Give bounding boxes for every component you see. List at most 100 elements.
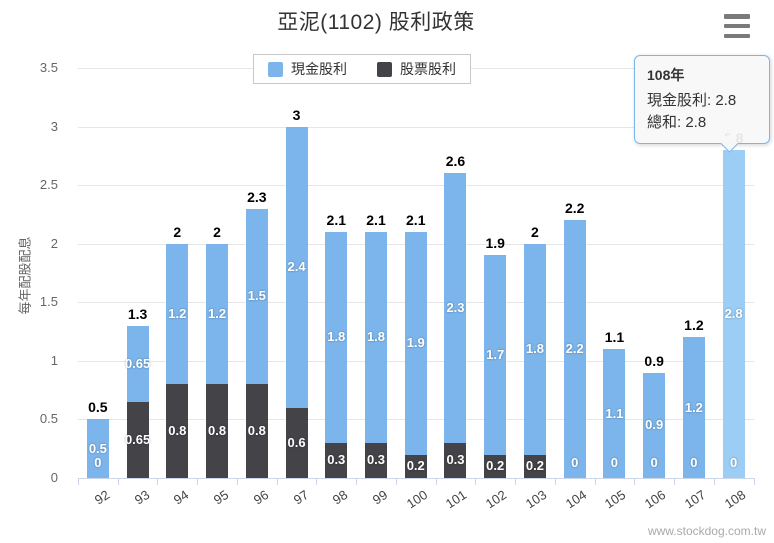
x-axis-tick [435, 478, 437, 485]
bar-segment-cash-92[interactable] [86, 419, 109, 478]
bar-total-label: 1.1 [604, 329, 625, 346]
x-axis-tick [713, 478, 715, 485]
bar-segment-cash-94[interactable] [166, 243, 189, 385]
bar-segment-cash-99[interactable] [365, 232, 387, 443]
bar-total-label: 2 [213, 223, 221, 240]
bar-segment-stock-100[interactable] [404, 454, 427, 478]
bar-total-label: 1.3 [127, 305, 148, 322]
bar-segment-cash-106[interactable] [643, 372, 666, 478]
x-axis-tick [78, 478, 79, 485]
bar-cash-value-label: 1.7 [486, 347, 505, 362]
x-axis-label: 94 [171, 487, 192, 508]
cash-dividend-swatch-icon [268, 61, 283, 77]
bar-cash-value-label: 1.8 [366, 329, 386, 345]
bar-segment-stock-94[interactable] [166, 384, 189, 478]
x-axis-label: 101 [443, 487, 470, 512]
y-axis-label: 3.5 [39, 60, 58, 75]
bar-stock-value-label: 0.2 [486, 458, 505, 474]
y-axis-label: 0 [50, 470, 58, 485]
bar-segment-cash-97[interactable] [285, 126, 308, 408]
bar-segment-cash-107[interactable] [682, 337, 705, 478]
hamburger-menu-icon[interactable] [724, 13, 752, 39]
bar-segment-cash-100[interactable] [404, 232, 427, 455]
bar-stock-value-label: 0.3 [366, 452, 386, 468]
tooltip-line: 現金股利: 2.8 [647, 92, 737, 109]
x-axis-tick [236, 478, 238, 485]
bar-segment-stock-96[interactable] [245, 384, 268, 478]
bar-total-label: 3 [292, 106, 301, 123]
bar-stock-value-label: 0.65 [124, 431, 151, 447]
bar-segment-stock-95[interactable] [206, 384, 229, 478]
bar-segment-cash-101[interactable] [444, 173, 467, 443]
bar-segment-cash-103[interactable] [523, 243, 546, 455]
x-axis-label: 108 [721, 487, 748, 512]
bar-total-label: 2.1 [406, 212, 426, 228]
bar-stock-value-label: 0.2 [406, 458, 425, 474]
hamburger-bar [724, 14, 750, 19]
x-axis-label: 96 [250, 487, 271, 508]
x-axis-label: 99 [369, 487, 391, 508]
x-axis-tick [117, 478, 119, 485]
legend-item-cash-dividend[interactable]: 現金股利 [268, 59, 347, 79]
x-axis-label: 100 [403, 487, 430, 512]
bar-segment-cash-108[interactable] [722, 150, 745, 478]
bar-cash-value-label: 1.2 [684, 399, 703, 415]
bar-cash-value-label: 0.5 [88, 440, 107, 456]
bar-segment-cash-98[interactable] [325, 232, 348, 443]
x-axis-label: 93 [131, 487, 152, 508]
bar-total-label: 2.3 [247, 188, 267, 205]
bar-total-label: 1.2 [684, 317, 704, 334]
bar-total-label: 2 [531, 223, 539, 240]
bar-stock-value-label: 0 [690, 455, 698, 470]
bar-cash-value-label: 1.2 [208, 306, 227, 321]
bar-total-label: 2 [173, 223, 182, 240]
bar-cash-value-label: 2.8 [724, 306, 743, 321]
bar-cash-value-label: 1.8 [525, 341, 544, 357]
x-axis-tick [634, 478, 636, 485]
watermark: www.stockdog.com.tw [647, 524, 766, 538]
x-axis-label: 98 [330, 487, 351, 508]
x-axis-label: 92 [91, 487, 113, 508]
x-axis-tick [157, 478, 159, 485]
bar-stock-value-label: 0.8 [168, 423, 187, 439]
chart-title: 亞泥(1102) 股利政策 [277, 11, 475, 34]
hamburger-bar [724, 33, 750, 38]
bar-total-label: 2.1 [326, 212, 346, 228]
tooltip-title: 108年 [647, 67, 685, 83]
x-axis-tick [674, 478, 676, 485]
bar-segment-cash-96[interactable] [245, 208, 268, 385]
x-axis-line [78, 478, 754, 479]
bar-total-label: 2.1 [366, 212, 386, 228]
bar-stock-value-label: 0.6 [287, 434, 306, 450]
legend-item-stock-dividend[interactable]: 股票股利 [377, 59, 456, 79]
legend-label: 股票股利 [400, 61, 456, 77]
y-axis-label: 3 [50, 118, 58, 134]
x-axis-tick [276, 478, 278, 485]
bar-segment-stock-99[interactable] [365, 442, 387, 478]
bar-segment-stock-97[interactable] [285, 407, 308, 478]
bar-segment-cash-95[interactable] [206, 243, 229, 385]
bar-segment-cash-104[interactable] [563, 220, 586, 478]
bar-segment-stock-103[interactable] [523, 454, 546, 478]
bar-cash-value-label: 1.5 [247, 288, 266, 304]
bar-segment-stock-101[interactable] [444, 442, 467, 478]
x-axis-tick [356, 478, 358, 485]
bar-total-label: 1.9 [485, 235, 505, 252]
bar-segment-cash-105[interactable] [603, 349, 626, 478]
y-axis-label: 0.5 [39, 411, 58, 427]
bar-stock-value-label: 0.8 [208, 423, 227, 439]
bar-segment-cash-102[interactable] [484, 255, 507, 455]
x-axis-tick [197, 478, 199, 485]
x-axis-tick [554, 478, 556, 485]
bar-stock-value-label: 0 [650, 455, 658, 470]
tooltip-line: 總和: 2.8 [647, 113, 707, 131]
bar-segment-stock-98[interactable] [325, 442, 348, 478]
bar-stock-value-label: 0.8 [247, 423, 266, 439]
bar-cash-value-label: 1.9 [406, 335, 425, 351]
bar-segment-cash-93[interactable] [126, 325, 149, 402]
x-axis-tick [515, 478, 517, 485]
x-axis-label: 106 [641, 487, 669, 512]
bar-segment-stock-102[interactable] [484, 454, 507, 478]
bar-segment-stock-93[interactable] [126, 401, 149, 478]
